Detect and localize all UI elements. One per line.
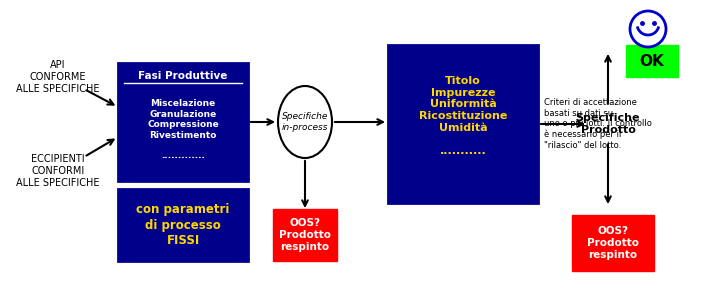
Text: Titolo
Impurezze
Uniformità
Ricostituzione
Umidità

...........: Titolo Impurezze Uniformità Ricostituzio…	[419, 76, 507, 156]
FancyBboxPatch shape	[118, 63, 248, 181]
FancyBboxPatch shape	[273, 209, 337, 261]
FancyBboxPatch shape	[388, 45, 538, 203]
Text: OK: OK	[640, 54, 664, 68]
Text: Specifiche
Prodotto: Specifiche Prodotto	[576, 113, 640, 135]
Text: Criteri di accettazione
basati su dati su
uno o più lotti. Il controllo
è necess: Criteri di accettazione basati su dati s…	[544, 98, 652, 150]
FancyBboxPatch shape	[118, 189, 248, 261]
FancyBboxPatch shape	[572, 215, 654, 271]
Circle shape	[630, 11, 666, 47]
Text: ECCIPIENTI
CONFORMI
ALLE SPECIFICHE: ECCIPIENTI CONFORMI ALLE SPECIFICHE	[16, 154, 100, 187]
Text: API
CONFORME
ALLE SPECIFICHE: API CONFORME ALLE SPECIFICHE	[16, 60, 100, 94]
Text: Fasi Produttive: Fasi Produttive	[138, 71, 228, 81]
Text: Miscelazione
Granulazione
Compressione
Rivestimento

.............: Miscelazione Granulazione Compressione R…	[147, 100, 219, 161]
Text: OOS?
Prodotto
respinto: OOS? Prodotto respinto	[587, 226, 639, 260]
FancyBboxPatch shape	[626, 45, 678, 77]
Text: Specifiche
in-process: Specifiche in-process	[282, 112, 328, 132]
Text: OOS?
Prodotto
respinto: OOS? Prodotto respinto	[279, 218, 331, 251]
Text: con parametri
di processo
FISSI: con parametri di processo FISSI	[136, 204, 229, 246]
Ellipse shape	[278, 86, 332, 158]
